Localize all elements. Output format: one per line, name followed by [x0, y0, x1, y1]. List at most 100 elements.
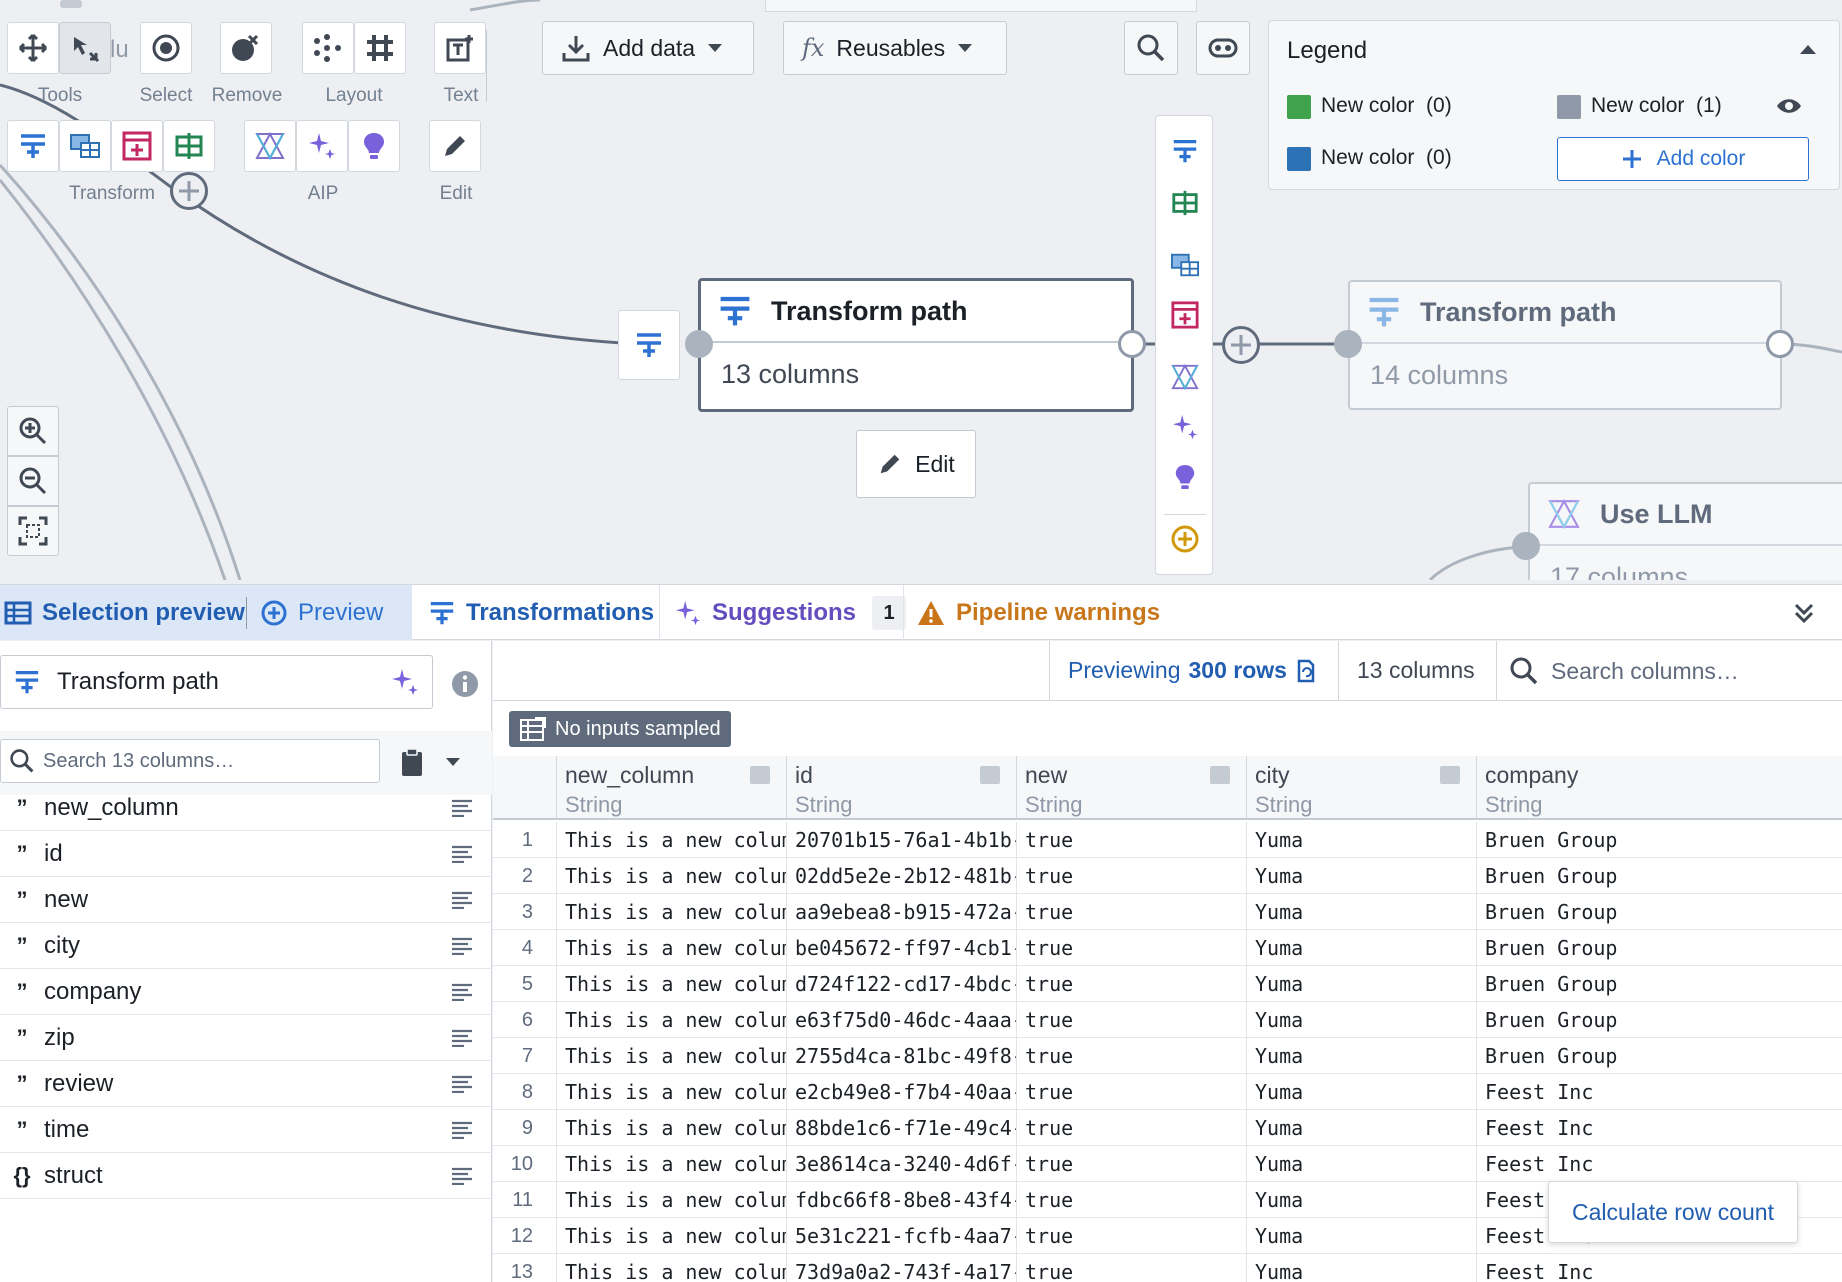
column-list-item[interactable]: ” zip — [0, 1015, 492, 1061]
table-cell[interactable]: Yuma — [1246, 1074, 1476, 1110]
tab-pipeline-warnings[interactable]: Pipeline warnings — [916, 585, 1160, 640]
collapse-icon[interactable] — [1799, 43, 1817, 55]
remove-button[interactable] — [220, 22, 272, 74]
transform-path-button[interactable] — [7, 120, 59, 172]
table-row[interactable]: 9 This is a new column 88bde1c6-f71e-49c4-… — [493, 1110, 1842, 1146]
table-cell[interactable]: true — [1016, 822, 1246, 858]
reusables-button[interactable]: fx Reusables — [783, 21, 1007, 75]
add-node-circle[interactable] — [170, 172, 208, 210]
quick-more-button[interactable] — [1156, 514, 1214, 564]
column-list-item[interactable]: {} struct — [0, 1153, 492, 1199]
zoom-out-button[interactable] — [7, 456, 59, 506]
table-cell[interactable]: true — [1016, 858, 1246, 894]
tab-preview[interactable]: Preview — [260, 585, 383, 640]
table-cell[interactable]: Yuma — [1246, 1146, 1476, 1182]
join-button[interactable] — [59, 120, 111, 172]
table-cell[interactable]: Yuma — [1246, 1218, 1476, 1254]
table-row[interactable]: 12 This is a new column 5e31c221-fcfb-4aa7… — [493, 1218, 1842, 1254]
union-button[interactable] — [111, 120, 163, 172]
legend-swatch[interactable] — [1287, 95, 1311, 119]
table-cell[interactable]: This is a new column — [556, 966, 786, 1002]
quick-union-button[interactable] — [1156, 290, 1214, 340]
quick-ai-button[interactable] — [1156, 402, 1214, 452]
column-header[interactable]: company String — [1476, 756, 1842, 820]
table-cell[interactable]: 73d9a0a2-743f-4a17-9 — [786, 1254, 1016, 1282]
table-cell[interactable]: Yuma — [1246, 1254, 1476, 1282]
table-cell[interactable]: true — [1016, 1254, 1246, 1282]
table-cell[interactable]: true — [1016, 1038, 1246, 1074]
filter-icon[interactable] — [1440, 766, 1460, 784]
table-row[interactable]: 5 This is a new column d724f122-cd17-4bdc-… — [493, 966, 1842, 1002]
table-cell[interactable]: This is a new column — [556, 1038, 786, 1074]
table-cell[interactable]: Feest Inc — [1476, 1254, 1842, 1282]
quick-llm-button[interactable] — [1156, 352, 1214, 402]
table-row[interactable]: 10 This is a new column 3e8614ca-3240-4d6f… — [493, 1146, 1842, 1182]
table-cell[interactable]: This is a new column — [556, 1254, 786, 1282]
filter-icon[interactable] — [1210, 766, 1230, 784]
quick-join-button[interactable] — [1156, 240, 1214, 290]
table-cell[interactable]: d724f122-cd17-4bdc-a — [786, 966, 1016, 1002]
table-row[interactable]: 3 This is a new column aa9ebea8-b915-472a-… — [493, 894, 1842, 930]
column-list-item[interactable]: ” time — [0, 1107, 492, 1153]
table-row[interactable]: 7 This is a new column 2755d4ca-81bc-49f8-… — [493, 1038, 1842, 1074]
tab-selection-preview[interactable]: Selection preview — [4, 585, 245, 640]
view-options-button[interactable] — [1196, 21, 1250, 75]
table-cell[interactable]: 88bde1c6-f71e-49c4-a — [786, 1110, 1016, 1146]
node-selector[interactable]: Transform path — [0, 655, 433, 709]
table-cell[interactable]: 3e8614ca-3240-4d6f-a — [786, 1146, 1016, 1182]
column-list-item[interactable]: ” new — [0, 877, 492, 923]
legend-swatch[interactable] — [1557, 95, 1581, 119]
add-color-button[interactable]: Add color — [1557, 137, 1809, 181]
table-row[interactable]: 8 This is a new column e2cb49e8-f7b4-40aa-… — [493, 1074, 1842, 1110]
table-cell[interactable]: true — [1016, 1146, 1246, 1182]
input-port[interactable] — [1512, 532, 1540, 560]
column-list-item[interactable]: ” city — [0, 923, 492, 969]
edit-tool-button[interactable] — [429, 120, 481, 172]
ai-generate-button[interactable] — [296, 120, 348, 172]
column-list-item[interactable]: ” new_column — [0, 785, 492, 831]
table-cell[interactable]: Feest Inc — [1476, 1074, 1842, 1110]
table-cell[interactable]: Bruen Group — [1476, 822, 1842, 858]
table-cell[interactable]: true — [1016, 1182, 1246, 1218]
input-port[interactable] — [1334, 330, 1362, 358]
table-cell[interactable]: Yuma — [1246, 1110, 1476, 1146]
table-cell[interactable]: true — [1016, 966, 1246, 1002]
table-cell[interactable]: Yuma — [1246, 1182, 1476, 1218]
previewing-rows-button[interactable]: Previewing 300 rows — [1068, 657, 1317, 684]
table-cell[interactable]: This is a new column — [556, 1182, 786, 1218]
caret-down-icon[interactable] — [445, 757, 461, 767]
add-node-circle[interactable] — [1222, 326, 1260, 364]
quick-pivot-button[interactable] — [1156, 178, 1214, 228]
transform-path-node[interactable]: Transform path 14 columns — [1348, 280, 1782, 410]
table-cell[interactable]: This is a new column — [556, 1218, 786, 1254]
table-cell[interactable]: This is a new column — [556, 822, 786, 858]
column-search-input[interactable]: Search 13 columns… — [0, 739, 380, 783]
table-row[interactable]: 1 This is a new column 20701b15-76a1-4b1b-… — [493, 822, 1842, 858]
table-cell[interactable]: Yuma — [1246, 1038, 1476, 1074]
table-cell[interactable]: Feest Inc — [1476, 1146, 1842, 1182]
column-list-item[interactable]: ” id — [0, 831, 492, 877]
ai-suggest-button[interactable] — [348, 120, 400, 172]
table-cell[interactable]: Bruen Group — [1476, 858, 1842, 894]
tab-transformations[interactable]: Transformations — [428, 585, 654, 640]
table-cell[interactable]: Feest Inc — [1476, 1110, 1842, 1146]
add-data-button[interactable]: Add data — [542, 21, 754, 75]
quick-transform-button[interactable] — [1156, 126, 1214, 176]
table-row[interactable]: 11 This is a new column fdbc66f8-8be8-43f4… — [493, 1182, 1842, 1218]
table-cell[interactable]: true — [1016, 1110, 1246, 1146]
grid-layout-button[interactable] — [354, 22, 406, 74]
table-cell[interactable]: 20701b15-76a1-4b1b-8 — [786, 822, 1016, 858]
table-cell[interactable]: This is a new column — [556, 1146, 786, 1182]
pan-tool-button[interactable] — [7, 22, 59, 74]
select-all-button[interactable] — [140, 22, 192, 74]
table-cell[interactable]: Yuma — [1246, 1002, 1476, 1038]
output-port[interactable] — [1118, 330, 1146, 358]
filter-icon[interactable] — [980, 766, 1000, 784]
info-icon[interactable] — [450, 669, 480, 699]
column-header[interactable]: city String — [1246, 756, 1476, 820]
sparkle-icon[interactable] — [390, 667, 420, 697]
output-port[interactable] — [1766, 330, 1794, 358]
table-cell[interactable]: be045672-ff97-4cb1-9 — [786, 930, 1016, 966]
select-tool-button[interactable] — [59, 22, 111, 74]
filter-icon[interactable] — [750, 766, 770, 784]
